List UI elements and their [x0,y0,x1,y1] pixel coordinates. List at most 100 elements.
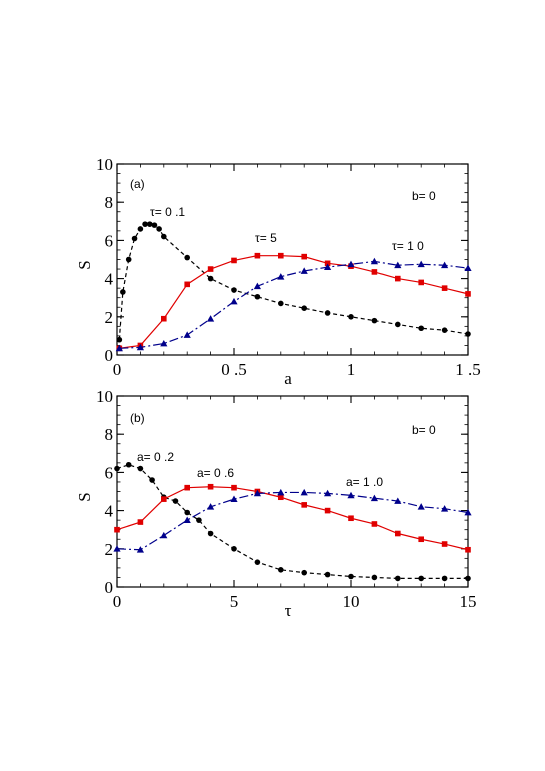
data-point-triangle [277,488,285,496]
data-point-circle [156,226,162,232]
data-point-circle [137,226,144,232]
x-tick-label: 1 [347,360,356,379]
data-point-circle [278,567,284,573]
data-point-square [465,291,471,297]
data-point-circle [116,336,123,343]
data-point-triangle [253,282,261,290]
data-point-square [184,484,190,491]
x-tick-label: 0 [113,360,122,379]
series-3 [115,257,472,352]
data-point-square [418,279,424,286]
data-point-circle [125,461,132,468]
data-point-square [278,252,284,259]
x-axis-label: τ [285,601,292,620]
series-label: a= 1 .0 [346,475,383,489]
x-tick-label: 1 .5 [455,360,481,379]
data-point-square [161,496,167,502]
data-point-square [301,502,307,508]
data-point-circle [254,559,261,565]
series-line [119,255,469,349]
series-label: τ= 0 .1 [150,205,185,219]
series-label: a= 0 .2 [137,450,174,464]
data-point-circle [184,509,190,516]
data-point-triangle [136,343,144,351]
data-point-circle [120,289,126,295]
data-point-square [371,521,378,527]
data-point-square [324,260,331,267]
data-point-circle [395,575,401,582]
data-point-circle [151,222,158,228]
data-point-circle [348,314,354,320]
condition-label: b= 0 [412,423,436,437]
data-point-circle [231,546,237,552]
series-label: τ= 5 [255,231,277,245]
y-tick-label: 4 [105,502,114,521]
y-tick-label: 8 [105,193,114,212]
series-2 [114,483,471,553]
data-point-circle [418,575,425,582]
series-1 [116,221,471,343]
data-point-circle [441,575,448,582]
data-point-square [395,275,401,282]
data-point-triangle [370,257,378,265]
data-point-circle [231,287,237,293]
data-point-square [207,266,214,272]
data-point-triangle [300,267,308,274]
y-tick-label: 2 [105,308,114,327]
data-point-triangle [230,297,238,305]
data-point-circle [149,477,155,483]
data-point-triangle [394,261,402,269]
data-point-triangle [441,505,449,512]
data-point-triangle [417,503,425,510]
data-point-square [395,530,401,537]
x-tick-label: 0 .5 [221,360,247,379]
y-tick-label: 4 [105,270,114,289]
y-axis-label: S [75,492,94,501]
series-line [119,260,469,349]
data-point-circle [371,574,378,581]
data-point-triangle [253,489,261,497]
data-point-triangle [417,260,425,268]
data-point-circle [184,254,190,261]
x-tick-label: 0 [113,592,122,611]
data-point-triangle [183,516,191,524]
series-line [116,486,469,551]
data-point-triangle [347,260,355,268]
data-point-square [231,257,237,264]
data-point-square [324,507,331,514]
data-point-square [441,541,448,547]
data-point-square [441,285,448,291]
data-point-square [137,519,144,525]
y-tick-label: 0 [105,346,114,365]
series-label: a= 0 .6 [197,466,234,480]
y-axis-label: S [75,260,94,269]
x-tick-label: 15 [460,592,477,611]
data-point-circle [137,465,144,472]
data-point-square [278,494,284,501]
data-point-triangle [394,497,402,504]
data-point-circle [114,465,120,472]
data-point-triangle [324,489,332,497]
data-point-circle [146,221,153,227]
data-point-circle [125,256,132,263]
series-line [116,491,469,551]
data-point-square [301,253,307,260]
data-point-circle [371,317,378,324]
x-tick-label: 10 [343,592,360,611]
data-point-circle [441,327,448,333]
data-point-triangle [160,531,168,539]
series-line [116,464,468,580]
data-point-triangle [441,261,449,269]
data-point-triangle [136,546,144,553]
data-point-triangle [347,491,355,499]
series-2 [116,252,471,352]
data-point-circle [418,325,425,332]
panel-a: 0 0 .5 1 1 .5 0 2 4 6 8 10 a S (a) b= 0 τ= 0 .1 τ= 5 τ= … [75,155,481,388]
panel-b: 0 5 10 15 0 2 4 6 8 10 τ S (b) b= 0 a= 0 .2 a= 0 .6 a= 1… [75,387,477,620]
data-point-circle [172,498,179,504]
data-point-triangle [115,344,123,352]
data-point-triangle [277,273,285,280]
data-point-triangle [207,503,215,510]
data-point-triangle [113,545,121,552]
